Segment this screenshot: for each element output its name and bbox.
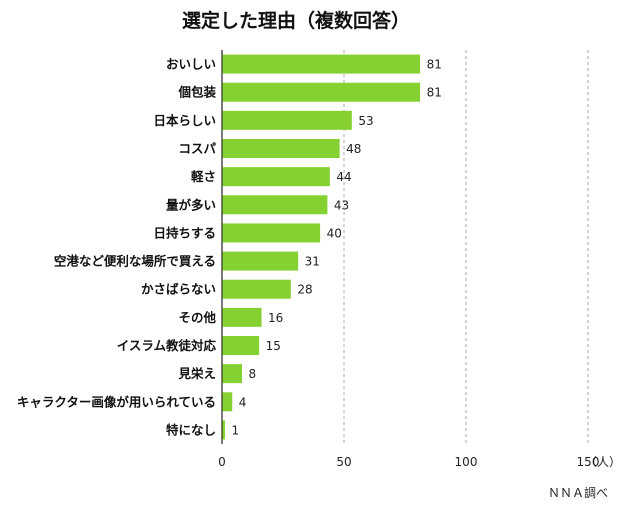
source-note: ＮＮＡ調べ <box>548 486 608 500</box>
category-label: 見栄え <box>177 366 216 381</box>
bar <box>222 392 233 412</box>
value-label: 81 <box>427 86 442 100</box>
value-labels: 81 81 53 48 44 43 40 31 28 16 15 841 <box>231 58 441 438</box>
bar <box>222 223 321 243</box>
category-label: イスラム教徒対応 <box>117 338 217 353</box>
value-label: 4 <box>239 395 247 409</box>
category-label: 特になし <box>166 422 216 437</box>
value-label: 48 <box>346 142 361 156</box>
bar <box>222 307 262 327</box>
value-label: 16 <box>268 311 283 325</box>
bar <box>222 167 330 187</box>
bars <box>222 54 421 440</box>
value-label: 40 <box>327 226 342 240</box>
bar <box>222 364 243 384</box>
category-labels: おいしい個包装日本らしいコスパ軽さ量が多い日持ちする空港など便利な場所で買えるか… <box>17 57 217 438</box>
x-tick-label: 50 <box>336 455 351 469</box>
gridlines <box>221 50 589 444</box>
bar <box>222 336 260 355</box>
value-label: 44 <box>336 170 351 184</box>
bar <box>222 251 299 271</box>
x-tick-labels: 0 50 100 150 <box>218 455 599 469</box>
category-label: 軽さ <box>191 169 216 184</box>
bar <box>222 279 291 299</box>
category-label: 量が多い <box>166 197 216 212</box>
bar <box>222 139 340 158</box>
value-label: 53 <box>358 114 373 128</box>
value-label: 8 <box>249 367 257 381</box>
category-label: キャラクター画像が用いられている <box>17 394 216 409</box>
bar <box>222 195 328 215</box>
category-label: 空港など便利な場所で買える <box>54 254 216 269</box>
category-label: 日持ちする <box>153 225 216 240</box>
bar <box>222 420 225 440</box>
value-label: 15 <box>266 339 281 353</box>
x-tick-label: 100 <box>455 455 478 469</box>
category-label: その他 <box>178 310 216 325</box>
bar <box>222 54 421 74</box>
category-label: 日本らしい <box>153 113 216 128</box>
x-tick-label: 0 <box>218 455 226 469</box>
x-axis-unit: （人） <box>585 455 620 469</box>
chart-title: 選定した理由（複数回答） <box>182 9 410 32</box>
value-label: 81 <box>427 58 442 72</box>
category-label: コスパ <box>178 141 216 156</box>
x-tick-label: 150 <box>577 455 600 469</box>
value-label: 43 <box>334 198 349 212</box>
bar <box>222 110 352 130</box>
category-label: おいしい <box>166 57 216 72</box>
value-label: 31 <box>305 255 320 269</box>
value-label: 28 <box>297 283 312 297</box>
bar <box>222 82 421 102</box>
category-label: 個包装 <box>177 85 216 100</box>
value-label: 1 <box>231 423 239 437</box>
category-label: かさばらない <box>141 282 216 297</box>
